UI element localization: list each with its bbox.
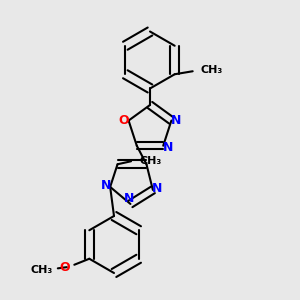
Text: CH₃: CH₃ bbox=[200, 65, 222, 75]
Text: O: O bbox=[119, 114, 129, 127]
Text: CH₃: CH₃ bbox=[31, 265, 53, 275]
Text: N: N bbox=[124, 192, 134, 205]
Text: N: N bbox=[163, 141, 173, 154]
Text: O: O bbox=[59, 261, 70, 274]
Text: N: N bbox=[171, 114, 181, 127]
Text: N: N bbox=[100, 179, 111, 192]
Text: CH₃: CH₃ bbox=[140, 156, 162, 166]
Text: N: N bbox=[152, 182, 163, 195]
